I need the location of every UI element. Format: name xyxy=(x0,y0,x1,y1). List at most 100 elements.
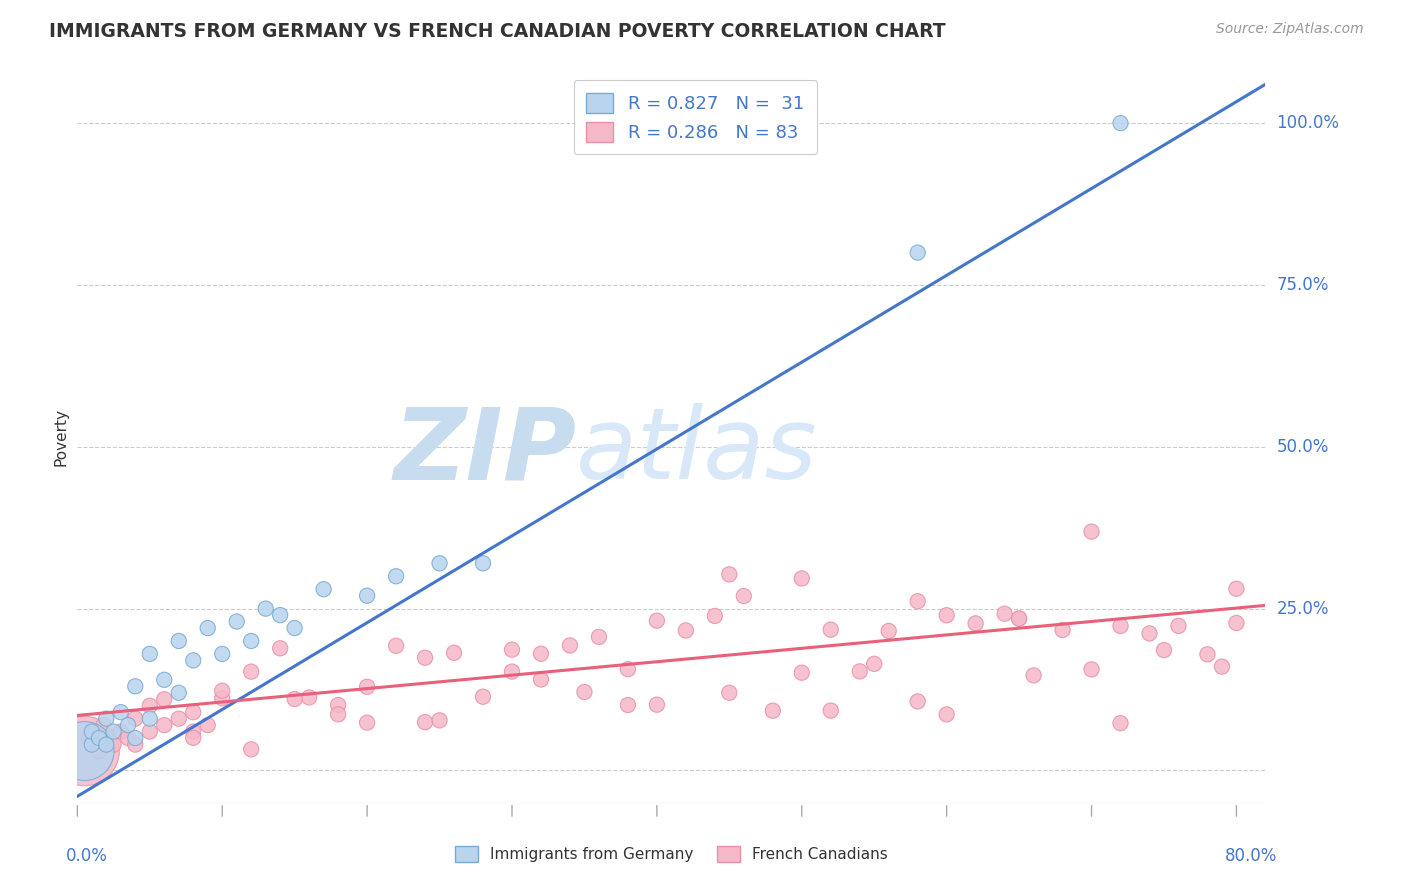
Point xyxy=(718,567,741,582)
Point xyxy=(167,686,190,700)
Point xyxy=(1008,611,1031,625)
Point xyxy=(472,690,495,704)
Point xyxy=(1080,662,1102,676)
Point xyxy=(73,744,96,758)
Point xyxy=(83,724,105,739)
Point xyxy=(87,744,110,758)
Point xyxy=(298,690,321,705)
Point xyxy=(211,683,233,698)
Point xyxy=(530,647,553,661)
Point xyxy=(103,724,125,739)
Point xyxy=(1022,668,1045,682)
Point xyxy=(153,692,176,706)
Point xyxy=(269,608,291,623)
Point xyxy=(181,731,204,745)
Point xyxy=(1211,659,1233,673)
Point xyxy=(530,673,553,687)
Point xyxy=(1197,648,1219,662)
Text: IMMIGRANTS FROM GERMANY VS FRENCH CANADIAN POVERTY CORRELATION CHART: IMMIGRANTS FROM GERMANY VS FRENCH CANADI… xyxy=(49,22,946,41)
Point xyxy=(117,718,139,732)
Point xyxy=(139,647,162,661)
Point xyxy=(80,738,103,752)
Text: 0.0%: 0.0% xyxy=(66,847,107,864)
Point xyxy=(181,705,204,719)
Text: 80.0%: 80.0% xyxy=(1225,847,1277,864)
Point xyxy=(1153,643,1175,657)
Point xyxy=(574,685,596,699)
Point xyxy=(429,714,451,728)
Text: Source: ZipAtlas.com: Source: ZipAtlas.com xyxy=(1216,22,1364,37)
Point xyxy=(139,724,162,739)
Point xyxy=(907,694,929,708)
Point xyxy=(197,718,219,732)
Text: 100.0%: 100.0% xyxy=(1277,114,1340,132)
Point xyxy=(326,698,349,712)
Point xyxy=(211,691,233,706)
Point xyxy=(284,621,307,635)
Point xyxy=(762,704,785,718)
Point xyxy=(197,621,219,635)
Point xyxy=(877,624,900,638)
Point xyxy=(356,589,378,603)
Y-axis label: Poverty: Poverty xyxy=(53,408,69,467)
Point xyxy=(820,704,842,718)
Point xyxy=(645,614,668,628)
Point xyxy=(167,712,190,726)
Point xyxy=(312,582,335,597)
Point xyxy=(617,662,640,676)
Point xyxy=(80,724,103,739)
Point xyxy=(110,705,132,719)
Point xyxy=(385,639,408,653)
Text: 50.0%: 50.0% xyxy=(1277,438,1329,456)
Point xyxy=(240,634,263,648)
Point xyxy=(907,245,929,260)
Point xyxy=(718,686,741,700)
Text: 75.0%: 75.0% xyxy=(1277,276,1329,294)
Point xyxy=(501,642,523,657)
Point xyxy=(1225,615,1247,630)
Point xyxy=(254,601,277,615)
Point xyxy=(96,712,118,726)
Point xyxy=(73,744,96,758)
Point xyxy=(1008,612,1031,626)
Point xyxy=(820,623,842,637)
Point xyxy=(181,653,204,667)
Point xyxy=(501,665,523,679)
Point xyxy=(356,680,378,694)
Point xyxy=(96,731,118,745)
Point xyxy=(863,657,886,671)
Point xyxy=(153,718,176,732)
Point xyxy=(413,650,436,665)
Text: 25.0%: 25.0% xyxy=(1277,599,1329,617)
Point xyxy=(103,738,125,752)
Text: ZIP: ZIP xyxy=(394,403,576,500)
Point xyxy=(994,607,1017,621)
Point xyxy=(124,679,146,693)
Point xyxy=(1139,626,1161,640)
Point xyxy=(429,557,451,571)
Point xyxy=(1109,619,1132,633)
Point xyxy=(87,731,110,745)
Point xyxy=(117,731,139,745)
Point xyxy=(240,742,263,756)
Point xyxy=(139,712,162,726)
Point xyxy=(139,698,162,713)
Point xyxy=(617,698,640,712)
Point xyxy=(1225,582,1247,596)
Point xyxy=(80,738,103,752)
Point xyxy=(558,639,581,653)
Legend: Immigrants from Germany, French Canadians: Immigrants from Germany, French Canadian… xyxy=(449,840,894,868)
Point xyxy=(733,589,755,603)
Point xyxy=(848,665,870,679)
Point xyxy=(675,624,697,638)
Point xyxy=(703,609,725,624)
Point xyxy=(124,738,146,752)
Text: atlas: atlas xyxy=(576,403,818,500)
Point xyxy=(645,698,668,712)
Point xyxy=(93,718,115,732)
Point xyxy=(225,615,247,629)
Point xyxy=(153,673,176,687)
Point xyxy=(413,715,436,730)
Point xyxy=(124,731,146,745)
Point xyxy=(124,712,146,726)
